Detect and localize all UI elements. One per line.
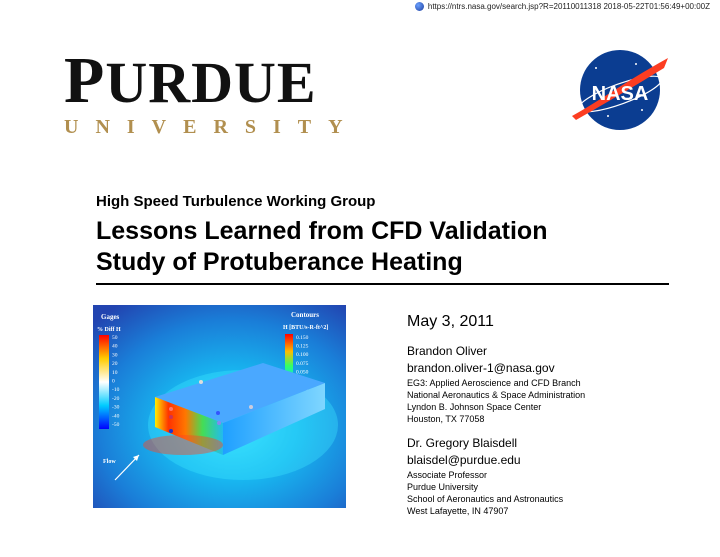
author2-name: Dr. Gregory Blaisdell bbox=[407, 436, 518, 450]
author1-line: National Aeronautics & Space Administrat… bbox=[407, 390, 586, 400]
contours-tick-label: 0.100 bbox=[296, 352, 309, 358]
contours-tick-label: 0.125 bbox=[296, 344, 309, 350]
gages-tick-label: 0 bbox=[112, 379, 115, 385]
title-line-1: Lessons Learned from CFD Validation bbox=[96, 217, 548, 245]
source-header: https://ntrs.nasa.gov/search.jsp?R=20110… bbox=[414, 2, 710, 11]
protuberance-front bbox=[155, 397, 223, 455]
presentation-date: May 3, 2011 bbox=[407, 313, 494, 330]
contours-unit: H [BTU/s-R-ft^2] bbox=[283, 325, 328, 331]
author1-line: Houston, TX 77058 bbox=[407, 414, 485, 424]
globe-icon bbox=[414, 2, 424, 11]
gages-colorbar bbox=[99, 335, 109, 429]
purdue-logo: PURDUE UNIVERSITY bbox=[64, 44, 360, 139]
contours-tick-label: 0.050 bbox=[296, 369, 309, 375]
contours-label: Contours bbox=[291, 311, 319, 319]
contours-colorbar bbox=[285, 334, 293, 392]
purdue-subtitle: UNIVERSITY bbox=[64, 116, 360, 138]
author1-line: Lyndon B. Johnson Space Center bbox=[407, 402, 542, 412]
author2-line: School of Aeronautics and Astronautics bbox=[407, 494, 564, 504]
gage-point bbox=[199, 380, 203, 384]
gage-point bbox=[217, 421, 221, 425]
gage-point bbox=[249, 405, 253, 409]
gages-tick-label: -10 bbox=[112, 387, 120, 393]
gages-tick-label: 10 bbox=[112, 370, 118, 376]
title-divider bbox=[96, 283, 669, 285]
title-line-2: Study of Protuberance Heating bbox=[96, 248, 463, 276]
gages-tick-label: -20 bbox=[112, 396, 120, 402]
gages-tick-label: 30 bbox=[112, 352, 118, 358]
protuberance-top bbox=[155, 363, 325, 423]
author-info: May 3, 2011 Brandon Oliver brandon.olive… bbox=[407, 313, 707, 517]
author2-line: Purdue University bbox=[407, 482, 479, 492]
author2-line: Associate Professor bbox=[407, 470, 488, 480]
gages-tick-label: 50 bbox=[112, 335, 118, 341]
gages-tick-label: -40 bbox=[112, 413, 120, 419]
nasa-text: NASA bbox=[592, 83, 649, 105]
gages-tick-label: -30 bbox=[112, 405, 120, 411]
presentation-title: Lessons Learned from CFD Validation Stud… bbox=[96, 216, 547, 278]
protuberance-side bbox=[223, 383, 325, 455]
gage-point bbox=[169, 407, 173, 411]
gages-tick-label: -50 bbox=[112, 422, 120, 428]
author1-email[interactable]: brandon.oliver-1@nasa.gov bbox=[407, 361, 555, 375]
gages-tick-label: 40 bbox=[112, 344, 118, 350]
gages-label: Gages bbox=[101, 313, 120, 321]
author2-line: West Lafayette, IN 47907 bbox=[407, 506, 509, 516]
author2-email[interactable]: blaisdel@purdue.edu bbox=[407, 453, 521, 467]
contours-tick-label: 0.150 bbox=[296, 335, 309, 341]
gages-unit: % Diff H bbox=[97, 327, 121, 333]
cfd-figure: Gages % Diff H 50 40 30 20 10 0 -10 -20 -30 -40 -5… bbox=[93, 305, 346, 508]
gage-point bbox=[216, 411, 220, 415]
flow-arrow-icon bbox=[114, 454, 140, 481]
flow-label: Flow bbox=[103, 459, 116, 465]
working-group-label: High Speed Turbulence Working Group bbox=[96, 193, 376, 210]
contours-tick-label: 0.075 bbox=[296, 361, 309, 367]
gage-point bbox=[169, 429, 173, 433]
author1-name: Brandon Oliver bbox=[407, 344, 488, 358]
gage-point bbox=[169, 415, 173, 419]
source-url[interactable]: https://ntrs.nasa.gov/search.jsp?R=20110… bbox=[427, 2, 710, 11]
purdue-wordmark: PURDUE bbox=[64, 44, 317, 117]
gages-tick-label: 20 bbox=[112, 361, 118, 367]
author1-line: EG3: Applied Aeroscience and CFD Branch bbox=[407, 378, 581, 388]
nasa-logo: NASA bbox=[572, 50, 668, 130]
